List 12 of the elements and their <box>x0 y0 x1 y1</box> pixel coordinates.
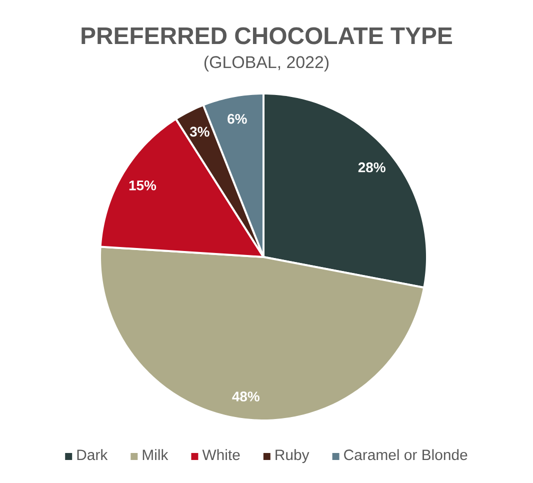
legend-label: Dark <box>77 449 108 460</box>
data-label: 3% <box>190 126 210 137</box>
legend-label: Milk <box>142 449 168 460</box>
data-label: 6% <box>228 114 247 124</box>
data-label: 48% <box>232 392 260 402</box>
chart-subtitle: (GLOBAL, 2022) <box>204 56 329 72</box>
data-label: 15% <box>129 180 156 190</box>
legend-label: White <box>202 449 240 460</box>
chart-title: PREFERRED CHOCOLATE TYPE <box>82 27 452 44</box>
data-label: 28% <box>358 162 386 172</box>
legend-label: Caramel or Blonde <box>344 449 468 460</box>
legend-label: Ruby <box>276 449 310 464</box>
